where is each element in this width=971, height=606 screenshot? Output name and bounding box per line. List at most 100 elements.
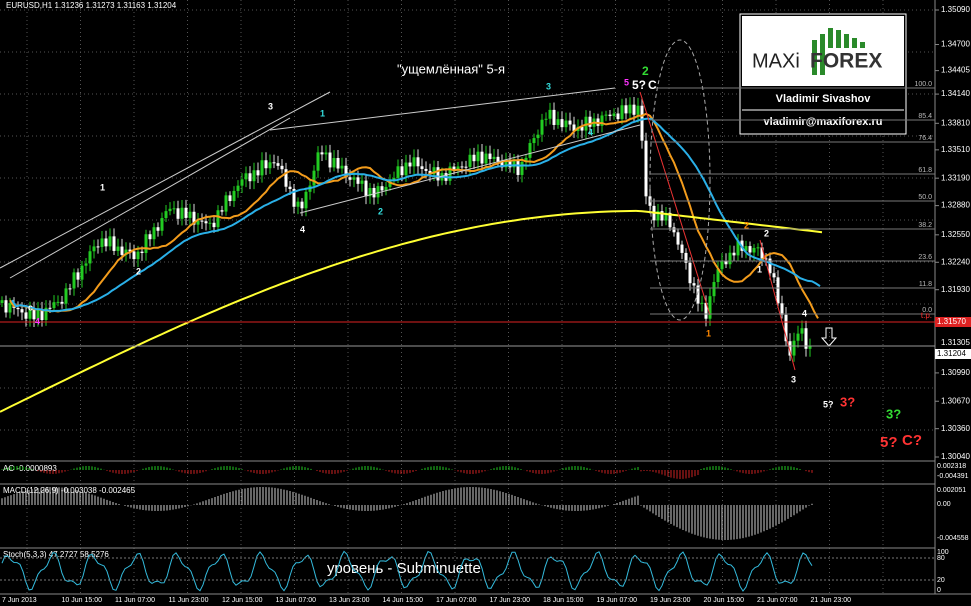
- candle: [328, 152, 332, 168]
- price-label: 1.30040: [941, 452, 970, 461]
- candle: [184, 207, 188, 218]
- wave-label: 4: [35, 316, 40, 326]
- candle: [700, 302, 704, 304]
- candle: [608, 114, 612, 117]
- candle: [556, 119, 560, 125]
- candle: [276, 163, 280, 166]
- price-label: 1.35090: [941, 5, 970, 14]
- candle: [408, 162, 412, 167]
- candle: [284, 169, 288, 187]
- fib-label: 85.4: [918, 113, 932, 120]
- candle: [564, 120, 568, 128]
- candle: [628, 104, 632, 114]
- candle: [432, 167, 436, 175]
- candle: [160, 218, 164, 231]
- candle: [412, 157, 416, 167]
- date-label: 21 Jun 23:00: [811, 597, 852, 604]
- ma-fast: [9, 112, 819, 319]
- wave-label: 4: [300, 224, 305, 234]
- candle: [384, 186, 388, 191]
- candle: [244, 173, 248, 180]
- candle: [168, 208, 172, 212]
- candle: [20, 309, 24, 313]
- candle: [304, 191, 308, 209]
- wave-label: 2: [764, 228, 769, 238]
- wave-label: 1: [757, 264, 762, 274]
- candle: [260, 160, 264, 176]
- header: EURUSD,H1 1.31236 1.31273 1.31163 1.3120…: [6, 1, 177, 10]
- candle: [452, 166, 456, 170]
- candle: [488, 153, 492, 159]
- candle: [436, 167, 440, 181]
- candle: [764, 258, 768, 260]
- candle: [424, 168, 428, 171]
- wave-label: 2: [744, 220, 749, 230]
- annotation: "ущемлённая" 5-я: [397, 61, 505, 76]
- fib-label: 76.4: [918, 135, 932, 142]
- indicator-axis: 0.002318: [937, 463, 966, 470]
- candle: [344, 165, 348, 178]
- candle: [324, 152, 328, 155]
- candle: [64, 288, 68, 304]
- candle: [656, 211, 660, 221]
- candle: [212, 222, 216, 228]
- candle: [464, 166, 468, 168]
- candle: [644, 140, 648, 197]
- candle: [640, 105, 644, 141]
- candle: [348, 177, 352, 180]
- candle: [788, 341, 792, 356]
- candle: [116, 246, 120, 251]
- candle: [216, 210, 220, 228]
- candle: [620, 105, 624, 120]
- wave-label: 4: [802, 308, 807, 318]
- date-label: 17 Jun 07:00: [436, 597, 477, 604]
- candle: [264, 160, 268, 169]
- date-label: 18 Jun 15:00: [543, 597, 584, 604]
- candle: [228, 195, 232, 202]
- indicator-axis: -0.004558: [937, 535, 969, 542]
- wave-label: 2: [136, 266, 141, 276]
- date-label: 12 Jun 15:00: [222, 597, 263, 604]
- swing: [759, 239, 796, 371]
- candle: [808, 345, 812, 349]
- annotation: уровень - Subminuette: [327, 560, 481, 577]
- candle: [396, 166, 400, 178]
- candle: [376, 186, 380, 198]
- candle: [156, 227, 160, 231]
- date-label: 7 Jun 2013: [2, 597, 37, 604]
- candle: [800, 328, 804, 334]
- candle: [100, 238, 104, 247]
- candle: [188, 211, 192, 218]
- logo-email: vladimir@maxiforex.ru: [764, 116, 883, 128]
- candle: [636, 105, 640, 115]
- date-label: 11 Jun 23:00: [169, 597, 209, 604]
- candle: [220, 210, 224, 212]
- candle: [616, 113, 620, 120]
- date-label: 19 Jun 07:00: [597, 597, 638, 604]
- price-label: 1.32240: [941, 257, 970, 266]
- ma-slow: [11, 117, 821, 313]
- candle: [696, 285, 700, 304]
- candle: [272, 162, 276, 164]
- candle: [604, 114, 608, 116]
- wave-label: 2: [642, 64, 649, 78]
- candle: [268, 162, 272, 169]
- candle: [524, 157, 528, 162]
- candle: [560, 119, 564, 128]
- candle: [416, 157, 420, 167]
- date-label: 13 Jun 07:00: [276, 597, 317, 604]
- logo: MAXi FOREX Vladimir Sivashov vladimir@ma…: [739, 13, 907, 135]
- candle: [256, 170, 260, 176]
- current-price: 1.31204: [937, 349, 966, 358]
- candle: [572, 124, 576, 132]
- candle: [496, 156, 500, 162]
- candle: [516, 160, 520, 175]
- candle: [196, 220, 200, 225]
- candle: [364, 180, 368, 197]
- price-label: 1.30670: [941, 396, 970, 405]
- candle: [552, 109, 556, 125]
- price-box: [935, 349, 971, 359]
- candle: [200, 220, 204, 222]
- price-label: 1.30360: [941, 424, 970, 433]
- candle: [692, 283, 696, 286]
